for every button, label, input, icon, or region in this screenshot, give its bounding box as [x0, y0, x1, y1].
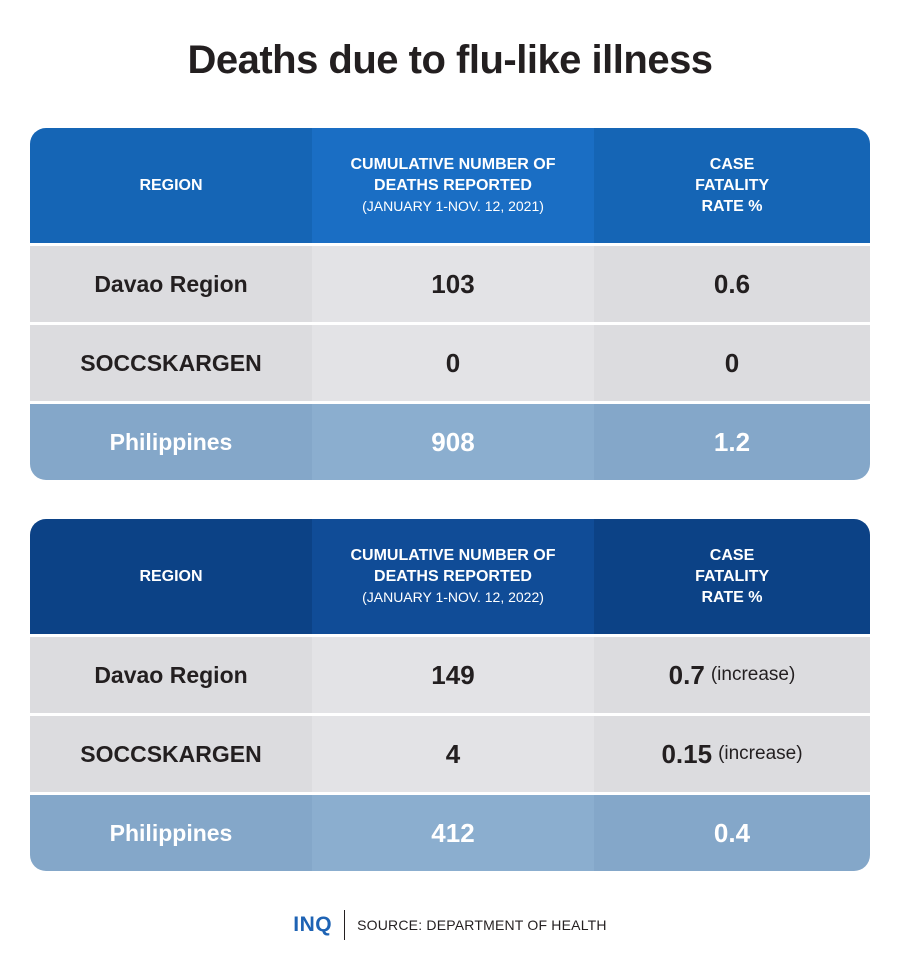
header-deaths-label: CUMULATIVE NUMBER OF DEATHS REPORTED: [350, 547, 556, 585]
footer-divider: [344, 910, 346, 940]
cell-deaths: 4: [312, 716, 594, 792]
table-header: REGION CUMULATIVE NUMBER OF DEATHS REPOR…: [30, 519, 870, 634]
table-2022: REGION CUMULATIVE NUMBER OF DEATHS REPOR…: [30, 519, 870, 871]
header-deaths: CUMULATIVE NUMBER OF DEATHS REPORTED (JA…: [312, 128, 594, 243]
rate-value: 0.4: [713, 817, 751, 848]
header-deaths-period: (JANUARY 1-NOV. 12, 2021): [362, 198, 544, 214]
table-row-total: Philippines 908 1.2: [30, 404, 870, 480]
cell-region: SOCCSKARGEN: [80, 349, 262, 376]
rate-value: 0.15: [661, 738, 713, 769]
cell-region: SOCCSKARGEN: [80, 740, 262, 767]
cell-rate: 0.15 (increase): [594, 716, 870, 792]
cell-region: Davao Region: [94, 661, 248, 688]
header-deaths-period: (JANUARY 1-NOV. 12, 2022): [362, 589, 544, 605]
inq-logo: INQ: [293, 913, 333, 936]
cell-rate: 0.7 (increase): [594, 637, 870, 713]
cell-region: Davao Region: [94, 270, 248, 297]
rate-note: (increase): [718, 743, 803, 764]
header-rate: CASE FATALITY RATE %: [695, 547, 770, 606]
cell-rate: 0.4: [594, 795, 870, 871]
chart-title: Deaths due to flu-like illness: [187, 38, 713, 82]
header-region: REGION: [139, 568, 203, 585]
rate-note: (increase): [710, 664, 796, 685]
cell-region: Philippines: [109, 819, 233, 846]
cell-deaths: 412: [312, 795, 594, 871]
table-row-total: Philippines 412 0.4: [30, 795, 870, 871]
table-row: Davao Region 149 0.7 (increase): [30, 637, 870, 713]
table-header: REGION CUMULATIVE NUMBER OF DEATHS REPOR…: [30, 128, 870, 243]
header-deaths: CUMULATIVE NUMBER OF DEATHS REPORTED (JA…: [312, 519, 594, 634]
footer: INQ SOURCE: DEPARTMENT OF HEALTH: [0, 910, 900, 940]
table-row: SOCCSKARGEN 0 0: [30, 325, 870, 401]
cell-rate: 1.2: [594, 404, 870, 480]
cell-region: Philippines: [109, 428, 233, 455]
rate-value: 0.6: [713, 268, 751, 299]
cell-rate: 0: [594, 325, 870, 401]
table-row: SOCCSKARGEN 4 0.15 (increase): [30, 716, 870, 792]
source-credit: SOURCE: DEPARTMENT OF HEALTH: [357, 917, 607, 933]
rate-value: 0: [724, 347, 740, 378]
cell-deaths: 149: [312, 637, 594, 713]
table-2021: REGION CUMULATIVE NUMBER OF DEATHS REPOR…: [30, 128, 870, 480]
rate-value: 0.7: [668, 659, 705, 690]
cell-rate: 0.6: [594, 246, 870, 322]
table-row: Davao Region 103 0.6: [30, 246, 870, 322]
cell-deaths: 103: [312, 246, 594, 322]
rate-value: 1.2: [713, 426, 751, 457]
header-rate: CASE FATALITY RATE %: [695, 156, 770, 215]
cell-deaths: 908: [312, 404, 594, 480]
header-deaths-label: CUMULATIVE NUMBER OF DEATHS REPORTED: [350, 156, 556, 194]
header-region: REGION: [139, 177, 203, 194]
cell-deaths: 0: [312, 325, 594, 401]
